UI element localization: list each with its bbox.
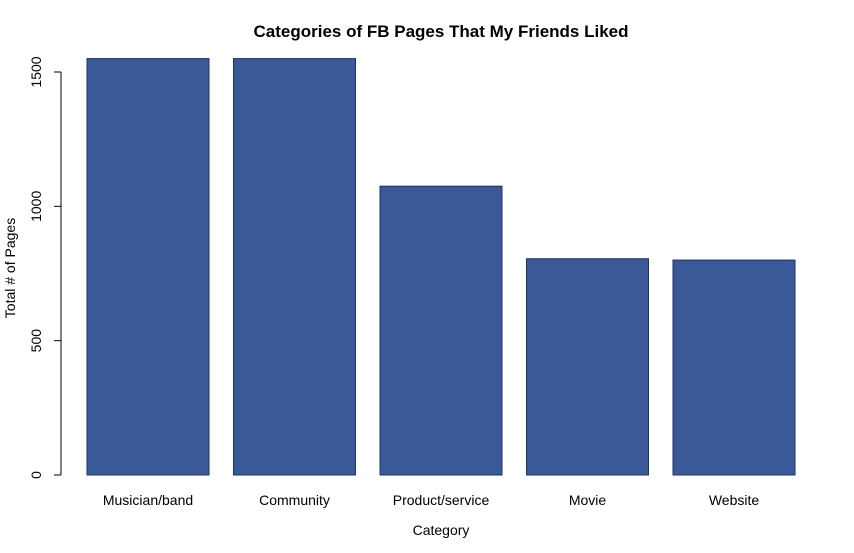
bar-product-service — [379, 185, 503, 476]
bar-musician-band — [86, 58, 210, 476]
bar-movie — [526, 258, 649, 476]
x-tick-label: Community — [259, 492, 330, 508]
x-axis-label: Category — [413, 522, 470, 538]
chart-title: Categories of FB Pages That My Friends L… — [253, 22, 628, 41]
y-axis-ticks: 0 500 1000 1500 — [28, 56, 61, 479]
x-tick-label: Movie — [569, 492, 607, 508]
bar-website — [672, 259, 796, 476]
y-tick-label: 1500 — [28, 56, 44, 87]
bar-community — [233, 58, 356, 476]
y-tick-label: 1000 — [28, 191, 44, 222]
y-tick-label: 0 — [28, 471, 44, 479]
x-tick-label: Website — [709, 492, 760, 508]
y-tick-label: 500 — [28, 329, 44, 353]
bars-group — [86, 58, 796, 476]
y-axis-label: Total # of Pages — [2, 218, 18, 318]
x-tick-label: Musician/band — [103, 492, 193, 508]
x-tick-label: Product/service — [393, 492, 490, 508]
x-axis-tick-labels: Musician/band Community Product/service Mov… — [103, 492, 760, 508]
